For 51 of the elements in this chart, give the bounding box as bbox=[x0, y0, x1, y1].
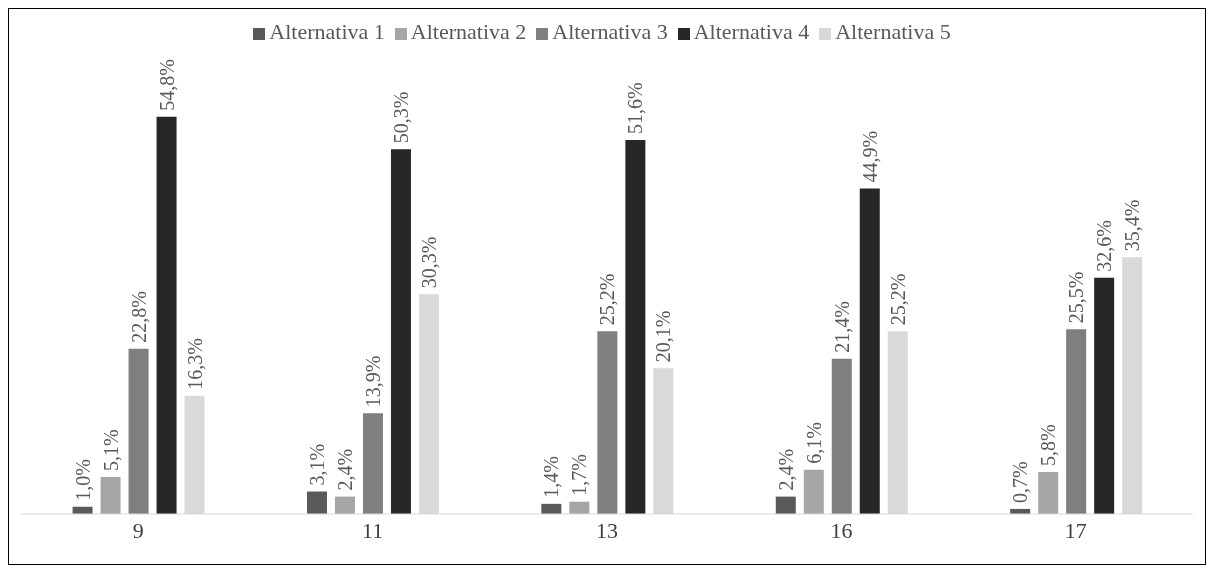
x-tick-label: 13 bbox=[596, 517, 618, 543]
data-label: 25,2% bbox=[886, 273, 909, 326]
bar bbox=[306, 491, 327, 514]
data-label: 51,6% bbox=[624, 82, 647, 134]
bar bbox=[362, 413, 383, 514]
data-label: 44,9% bbox=[858, 130, 881, 183]
legend-label: Alternativa 5 bbox=[835, 19, 951, 44]
data-label: 2,4% bbox=[333, 448, 356, 491]
data-label: 32,6% bbox=[1093, 219, 1116, 272]
bar bbox=[625, 139, 646, 514]
bar bbox=[390, 149, 411, 514]
data-label: 1,4% bbox=[540, 456, 563, 498]
bar bbox=[831, 358, 852, 514]
bar bbox=[803, 469, 824, 514]
legend-label: Alternativa 4 bbox=[693, 19, 810, 44]
data-label: 2,4% bbox=[774, 448, 797, 491]
data-label: 35,4% bbox=[1121, 199, 1144, 252]
legend-label: Alternativa 2 bbox=[410, 19, 527, 44]
bar bbox=[156, 116, 177, 514]
data-label: 5,8% bbox=[1037, 424, 1060, 466]
x-tick-label: 17 bbox=[1064, 517, 1087, 543]
bar bbox=[775, 496, 796, 514]
data-label: 22,8% bbox=[127, 291, 150, 343]
bar bbox=[1066, 329, 1087, 514]
x-tick-label: 11 bbox=[362, 517, 384, 543]
data-label: 13,9% bbox=[361, 355, 384, 408]
legend-label: Alternativa 3 bbox=[552, 19, 668, 44]
data-label: 1,0% bbox=[71, 459, 94, 501]
data-label: 30,3% bbox=[417, 236, 440, 289]
data-label: 16,3% bbox=[183, 338, 206, 390]
data-label: 25,2% bbox=[596, 273, 619, 326]
data-label: 50,3% bbox=[389, 91, 412, 144]
bar bbox=[1038, 471, 1059, 514]
data-label: 25,5% bbox=[1065, 271, 1088, 324]
bar bbox=[100, 477, 121, 514]
data-label: 6,1% bbox=[802, 422, 825, 464]
bar bbox=[334, 496, 355, 514]
bar bbox=[1094, 277, 1115, 514]
bar bbox=[128, 348, 149, 514]
bar bbox=[597, 331, 618, 514]
legend-label: Alternativa 1 bbox=[269, 19, 385, 44]
x-tick-label: 16 bbox=[830, 517, 853, 543]
bar bbox=[859, 188, 880, 514]
data-label: 20,1% bbox=[652, 310, 675, 363]
data-label: 21,4% bbox=[830, 301, 853, 353]
x-tick-label: 9 bbox=[132, 517, 144, 543]
data-label: 0,7% bbox=[1009, 461, 1032, 503]
data-label: 3,1% bbox=[305, 443, 328, 486]
data-label: 1,7% bbox=[568, 454, 591, 496]
data-label: 5,1% bbox=[99, 429, 122, 472]
data-label: 54,8% bbox=[155, 59, 178, 111]
